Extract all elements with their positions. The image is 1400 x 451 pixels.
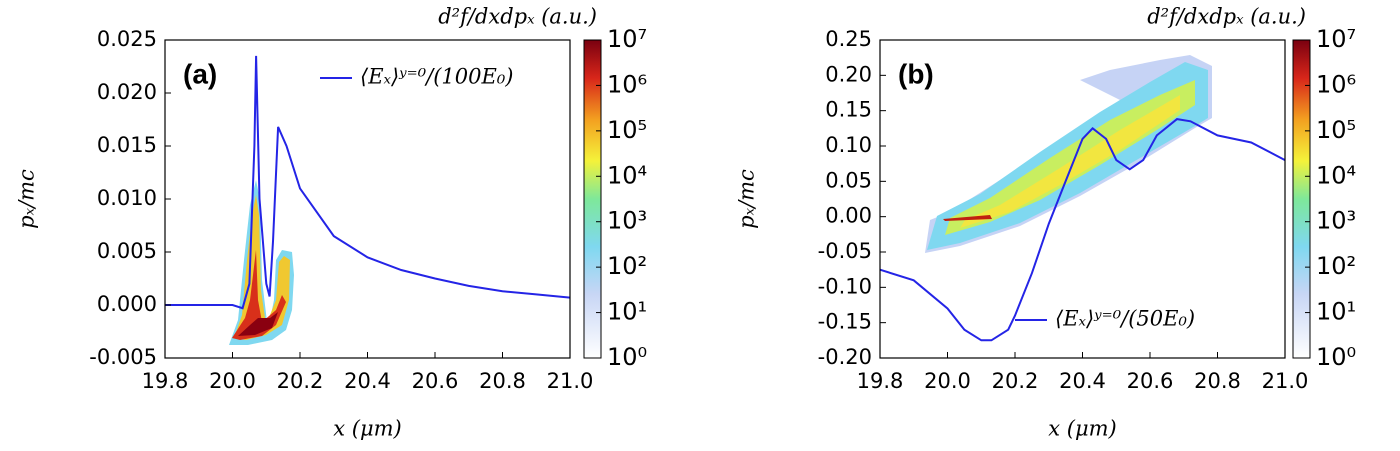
colorbar [583, 39, 602, 359]
y-tick-label: 0.020 [97, 80, 157, 104]
colorbar-label: d²f/dxdpₓ (a.u.) [438, 5, 597, 29]
y-tick-label: 0.00 [825, 204, 872, 228]
colorbar [1292, 39, 1311, 359]
x-tick-label: 20.4 [1059, 369, 1106, 393]
x-tick-label: 20.0 [209, 369, 256, 393]
x-tick-label: 19.8 [142, 369, 189, 393]
y-tick-label: -0.15 [818, 310, 872, 334]
colorbar-tick-label: 10⁵ [1316, 116, 1356, 144]
density-map [229, 180, 294, 345]
x-tick-label: 20.6 [412, 369, 459, 393]
data-line [165, 55, 571, 310]
x-tick-label: 20.2 [277, 369, 324, 393]
x-tick-label: 20.8 [1194, 369, 1241, 393]
colorbar-tick-label: 10⁴ [1316, 161, 1356, 189]
y-tick-label: -0.05 [818, 239, 872, 263]
y-tick-label: -0.10 [818, 274, 872, 298]
colorbar-tick-label: 10² [607, 252, 647, 280]
density-map [925, 55, 1212, 253]
colorbar-tick-label: 10⁶ [1316, 70, 1356, 98]
colorbar-tick-label: 10⁷ [607, 25, 647, 53]
colorbar-tick-label: 10³ [1316, 207, 1356, 235]
y-tick-label: 0.15 [825, 98, 872, 122]
legend-label: ⟨Eₓ⟩ʸ⁼⁰/(50E₀) [1055, 307, 1195, 331]
y-tick-label: 0.025 [97, 27, 157, 51]
x-axis-label: x (μm) [1048, 417, 1116, 441]
colorbar-tick-label: 10³ [607, 207, 647, 235]
colorbar-tick-label: 10² [1316, 252, 1356, 280]
colorbar-tick-label: 10⁴ [607, 161, 647, 189]
y-axis-label: pₓ/mc [15, 169, 39, 229]
y-tick-label: 0.20 [825, 62, 872, 86]
colorbar-tick-label: 10⁰ [607, 343, 647, 371]
legend-label: ⟨Eₓ⟩ʸ⁼⁰/(100E₀) [360, 65, 513, 89]
x-axis-label: x (μm) [333, 417, 401, 441]
x-tick-label: 20.4 [344, 369, 391, 393]
y-axis-label: pₓ/mc [735, 169, 759, 229]
x-tick-label: 19.8 [857, 369, 904, 393]
colorbar-tick-label: 10⁷ [1316, 25, 1356, 53]
data-line [879, 118, 1286, 342]
colorbar-tick-label: 10⁶ [607, 70, 647, 98]
panel-label: (b) [898, 58, 934, 89]
colorbar-tick-label: 10⁵ [607, 116, 647, 144]
x-tick-label: 21.0 [1262, 369, 1309, 393]
y-tick-label: 0.015 [97, 133, 157, 157]
y-tick-label: 0.10 [825, 133, 872, 157]
y-tick-label: 0.010 [97, 186, 157, 210]
colorbar-tick-label: 10⁰ [1316, 343, 1356, 371]
colorbar-tick-label: 10¹ [607, 298, 647, 326]
y-tick-label: -0.005 [89, 345, 157, 369]
colorbar-label: d²f/dxdpₓ (a.u.) [1147, 5, 1306, 29]
x-tick-label: 21.0 [547, 369, 594, 393]
x-tick-label: 20.8 [479, 369, 526, 393]
y-tick-label: 0.25 [825, 27, 872, 51]
colorbar-tick-label: 10¹ [1316, 298, 1356, 326]
x-tick-label: 20.0 [924, 369, 971, 393]
y-tick-label: -0.20 [818, 345, 872, 369]
y-tick-label: 0.000 [97, 292, 157, 316]
y-tick-label: 0.005 [97, 239, 157, 263]
y-tick-label: 0.05 [825, 168, 872, 192]
panel-label: (a) [183, 58, 217, 89]
x-tick-label: 20.6 [1127, 369, 1174, 393]
x-tick-label: 20.2 [992, 369, 1039, 393]
